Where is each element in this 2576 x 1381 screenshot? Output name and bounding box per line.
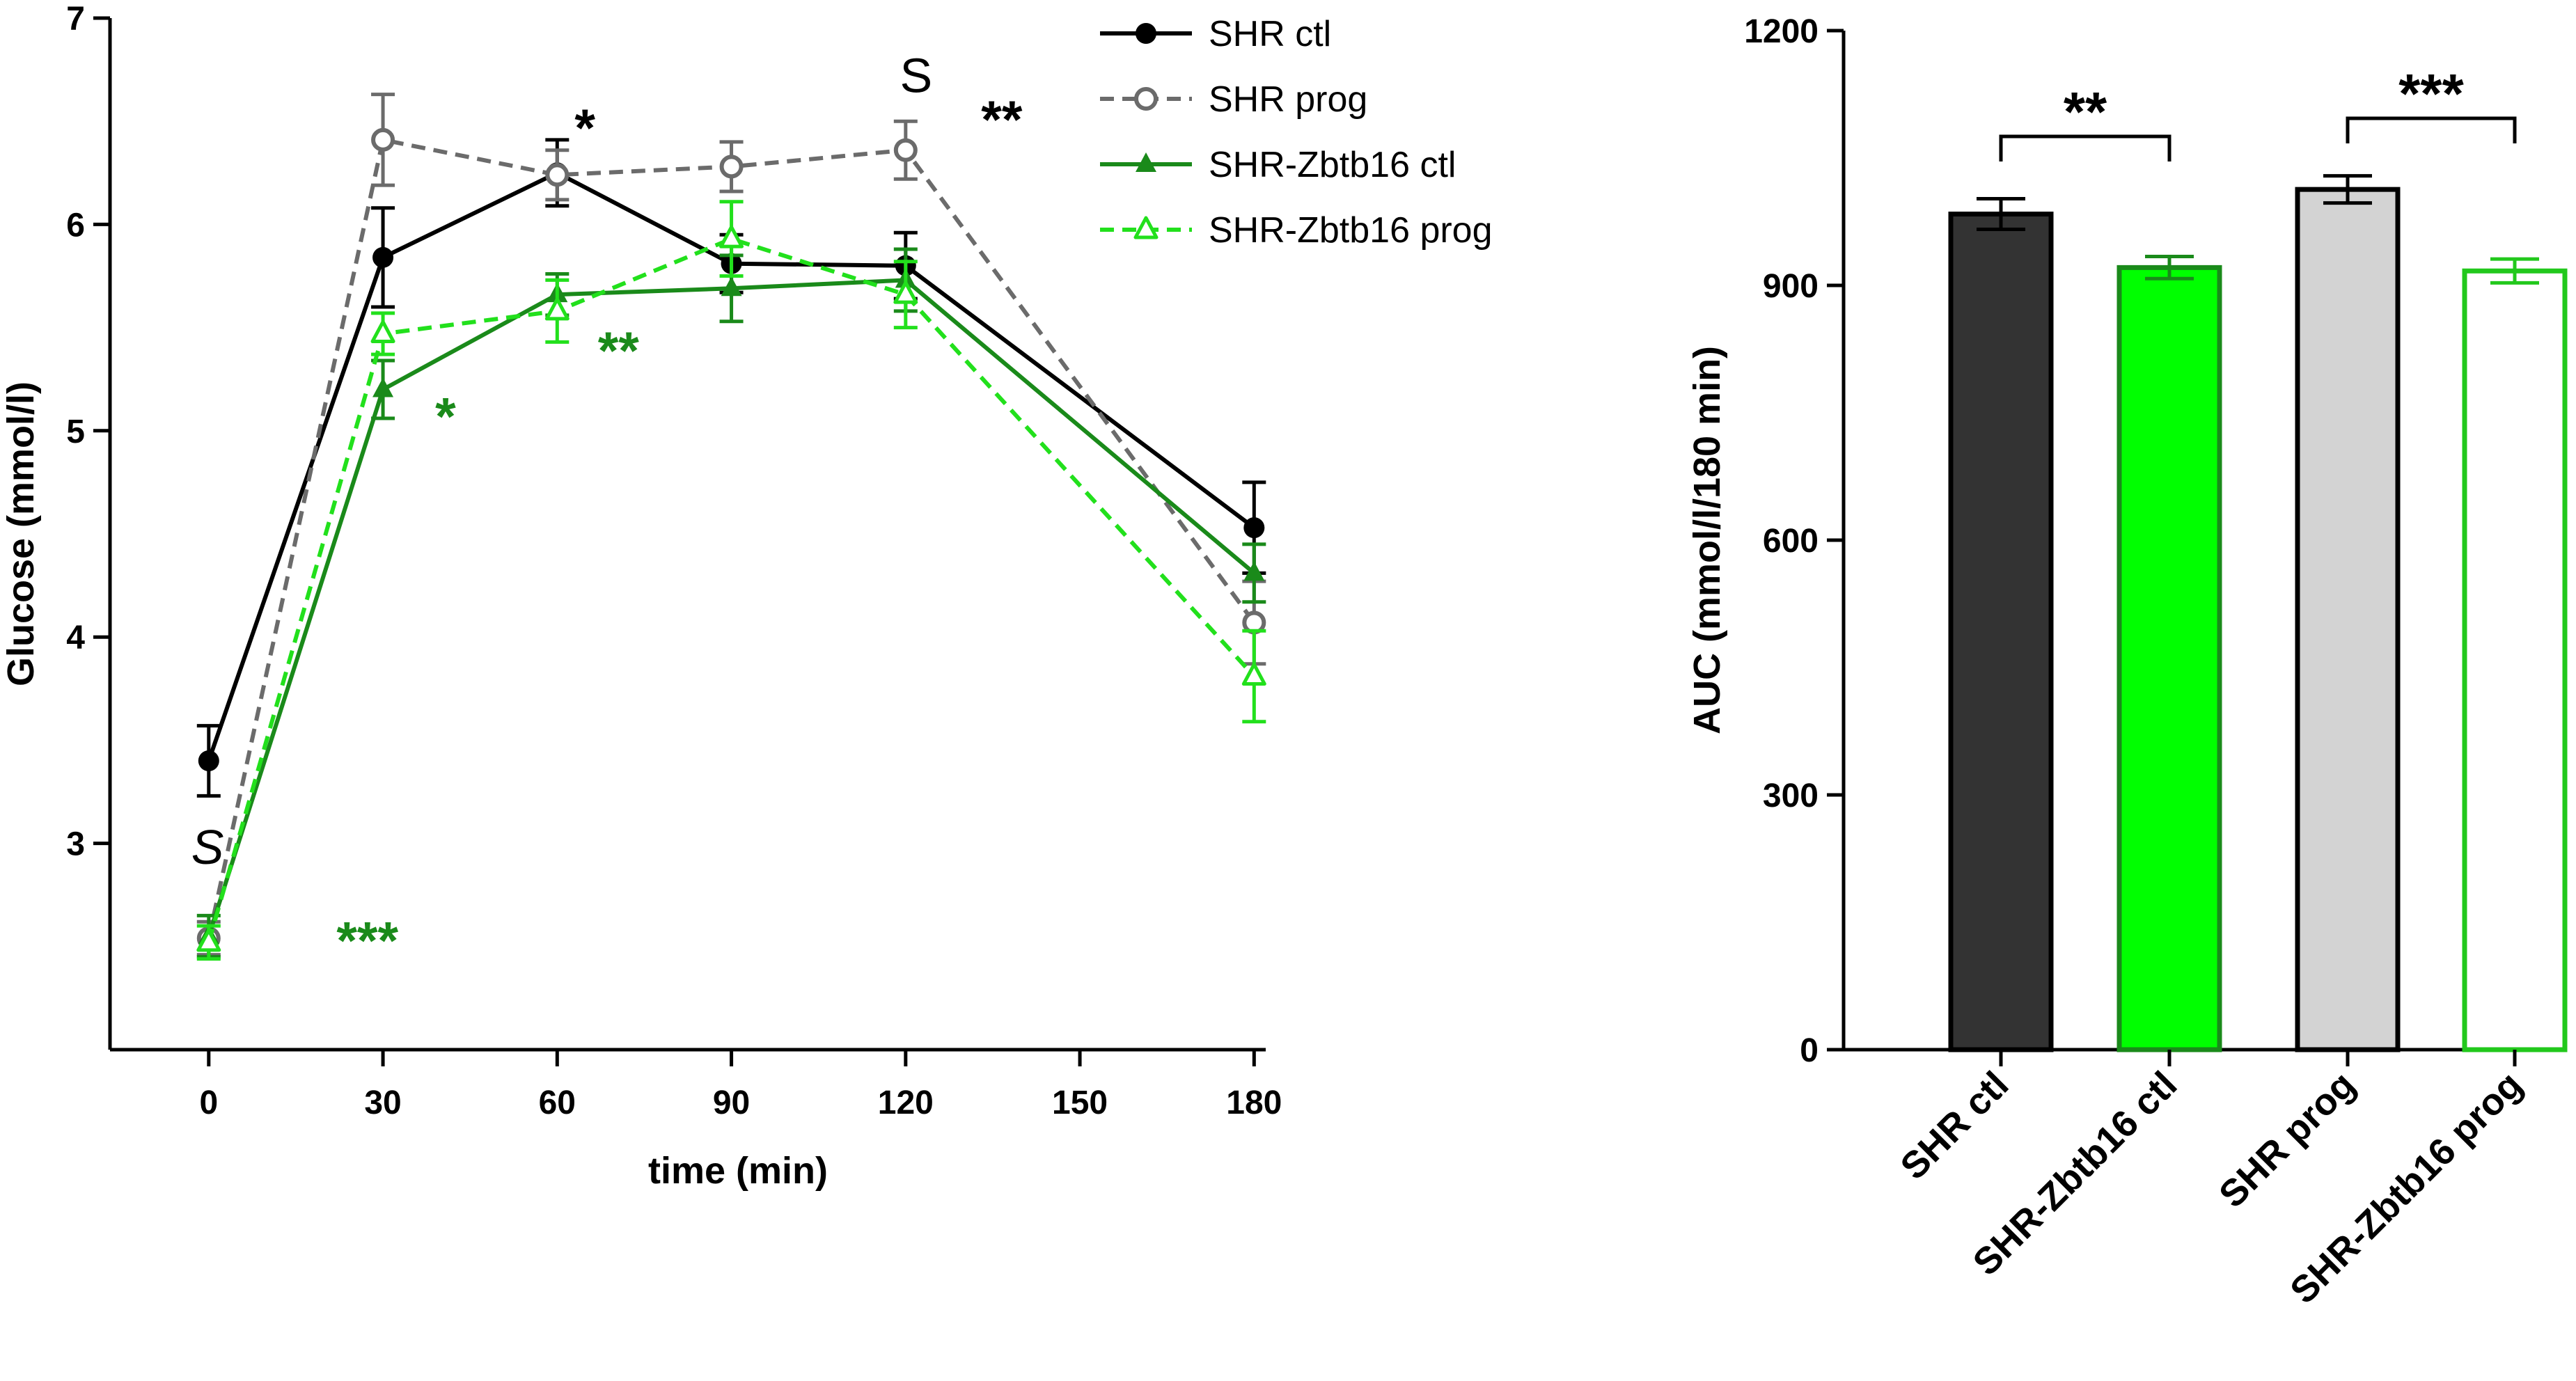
data-point [370,319,395,343]
legend-marker [1133,216,1159,239]
legend-marker [1134,87,1158,111]
series-shr-zbtb16-prog [196,200,1266,961]
data-point [545,163,570,187]
bar [2116,265,2222,1052]
y-tick-label: 600 [1763,523,1819,560]
line-chart-y-label: Glucose (mmol/l) [0,381,42,686]
data-point [721,276,742,297]
y-tick-label: 4 [66,620,85,656]
y-tick-label: 900 [1763,268,1819,305]
y-tick-label: 6 [66,207,85,244]
legend-label: SHR-Zbtb16 prog [1209,210,1493,251]
legend-marker [1136,23,1156,44]
significance-label: *** [2398,63,2464,125]
y-tick-label: 5 [66,413,85,450]
data-point [544,297,570,321]
bar-chart-bars [1948,174,2568,1052]
data-point [196,929,221,952]
bar [1948,212,2054,1052]
series-shr-zbtb16-ctl [196,247,1266,959]
annotation-label: * [435,388,456,447]
x-tick-label: 180 [1226,1084,1282,1121]
data-point [893,138,918,162]
legend-label: SHR ctl [1209,14,1331,54]
data-point [1243,561,1265,581]
y-tick-label: 3 [66,826,85,863]
x-tick-label: 30 [364,1084,401,1121]
significance-label: ** [2064,81,2107,143]
series-line [206,170,1256,762]
line-chart-legend: SHR ctl SHR prog SHR-Zbtb16 ctl SHR-Zbtb16 … [1100,14,1493,251]
significance-bracket [2346,116,2517,143]
annotation-label: * [574,99,595,158]
series-line [206,236,1256,943]
line-chart-y-ticks: 3 4 5 6 7 [66,1,110,863]
y-tick-label: 0 [1800,1032,1819,1069]
annotation-label: *** [336,912,398,971]
bar-chart-y-ticks: 0 300 600 900 1200 [1744,13,1844,1069]
x-tick-label: 60 [539,1084,576,1121]
y-tick-label: 300 [1763,778,1819,814]
line-chart-x-label: time (min) [648,1150,828,1192]
data-point [719,155,744,179]
series-line [206,278,1256,937]
legend-marker [1136,152,1156,172]
y-tick-label: 7 [66,1,85,38]
significance-bracket [1999,134,2171,161]
series-line [206,137,1256,939]
data-point [372,246,394,268]
legend-label: SHR-Zbtb16 ctl [1209,145,1456,185]
bar [2295,187,2401,1052]
x-tick-label: 90 [713,1084,750,1121]
bar [2462,268,2568,1052]
annotation-label: ** [598,322,640,381]
line-chart-x-ticks: 0 30 60 90 120 150 180 [199,1050,1282,1121]
bar-chart-significance: ** *** [1999,63,2517,161]
category-label: SHR prog [2211,1064,2363,1215]
data-point [1241,663,1266,686]
y-tick-label: 1200 [1744,13,1819,50]
data-point [198,750,219,772]
data-point [893,281,918,304]
annotation-label: S [900,49,932,103]
annotation-label: S [191,820,224,874]
bar-chart-y-label: AUC (mmol/l/180 min) [1686,346,1728,734]
x-tick-label: 120 [878,1084,934,1121]
data-point [372,377,394,397]
legend-label: SHR prog [1209,79,1367,120]
x-tick-label: 0 [199,1084,218,1121]
x-tick-label: 150 [1052,1084,1108,1121]
annotation-label: ** [981,90,1023,150]
line-chart-annotations: S*******S** [191,49,1023,971]
data-point [1243,517,1265,539]
line-chart-series [196,93,1266,961]
data-point [719,225,744,248]
category-label: SHR ctl [1892,1064,2016,1187]
data-point [371,127,395,152]
